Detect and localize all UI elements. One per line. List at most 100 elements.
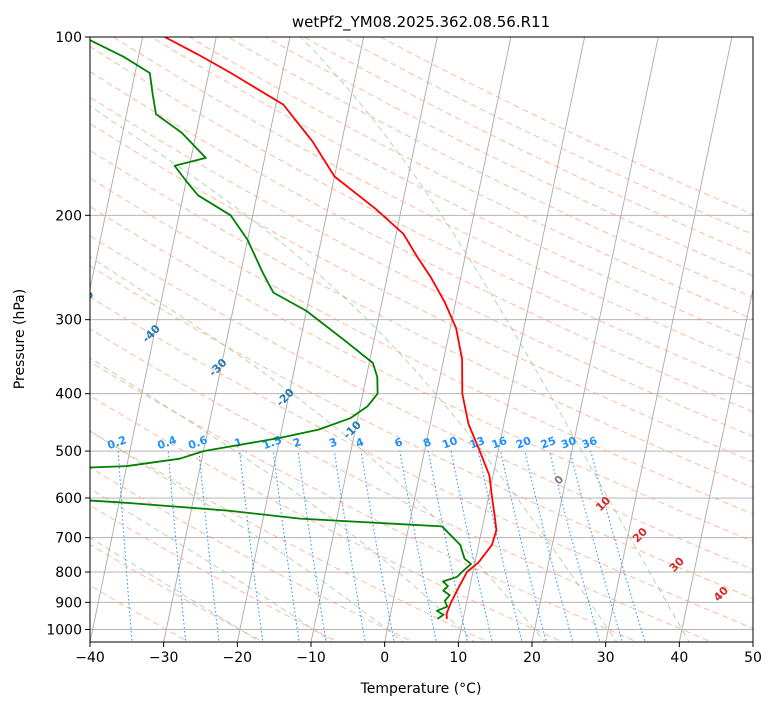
- mixing-ratio-line: [524, 450, 574, 642]
- isotherm-line: [752, 639, 753, 642]
- y-axis: 100 200 300 400 500 600 700 800 900 1000: [46, 30, 90, 638]
- mixing-ratio-label: 1.5: [261, 433, 284, 452]
- x-axis-label: Temperature (°C): [360, 681, 482, 697]
- mixing-ratio-line: [569, 450, 623, 642]
- dewpoint-profile: [90, 499, 472, 620]
- isotherm-label: -20: [274, 386, 297, 409]
- mixing-ratio-line: [297, 451, 327, 642]
- x-tick-label: 40: [670, 650, 688, 666]
- y-tick-label: 600: [55, 491, 82, 507]
- isotherm-label: -50: [73, 288, 96, 311]
- isotherm-line: [236, 37, 365, 642]
- dry-adiabat-label: 20: [630, 525, 650, 545]
- y-tick-label: 300: [55, 313, 82, 329]
- moist-adiabat-line: [90, 430, 404, 642]
- x-tick-label: 20: [523, 650, 541, 666]
- mixing-ratio-line: [117, 451, 133, 642]
- moist-adiabat-line: [300, 37, 690, 642]
- dry-adiabat-line: [90, 71, 753, 413]
- x-tick-label: 50: [744, 650, 762, 666]
- x-tick-label: −10: [296, 650, 326, 666]
- mixing-ratio-label: 0.6: [186, 433, 209, 452]
- mixing-ratio-label: 1: [233, 435, 245, 450]
- isotherm-line: [90, 37, 217, 642]
- profile-series: [90, 37, 498, 620]
- y-tick-label: 800: [55, 565, 82, 581]
- y-tick-label: 1000: [46, 622, 82, 638]
- dry-adiabat-line: [90, 265, 753, 600]
- dry-adiabat-line: [90, 430, 489, 642]
- dry-adiabat-line: [90, 467, 414, 642]
- mixing-ratio-label: 36: [580, 434, 599, 452]
- dry-adiabat-line: [90, 395, 564, 642]
- mixing-ratio-label: 4: [354, 435, 366, 450]
- dry-adiabat-line: [226, 37, 753, 298]
- mixing-ratio-label: 3: [327, 435, 339, 450]
- dry-adiabat-line: [265, 37, 753, 277]
- moist-adiabat-line: [90, 105, 618, 642]
- mixing-ratio-line: [360, 451, 395, 642]
- mixing-ratio-line: [450, 451, 493, 642]
- mixing-ratio-label: 30: [559, 434, 578, 452]
- temperature-profile: [164, 37, 498, 619]
- x-tick-label: −40: [75, 650, 105, 666]
- mixing-ratio-label: 20: [514, 434, 533, 452]
- mixing-ratio-line: [427, 451, 469, 642]
- mixing-ratio-label: 0.4: [156, 433, 179, 452]
- isotherm-line: [531, 37, 659, 642]
- dry-adiabat-line: [90, 361, 639, 642]
- mixing-ratio-label: 2: [291, 435, 303, 450]
- x-tick-label: 10: [449, 650, 467, 666]
- mixing-ratio-label: 16: [490, 434, 509, 452]
- moist-adiabat-line: [90, 256, 546, 642]
- mixing-ratio-label: 6: [393, 435, 405, 450]
- isotherm-line: [605, 37, 733, 642]
- background-line-labels: 0.10.20.40.611.52346810131620253036-100-…: [9, 242, 731, 605]
- mixing-ratio-line: [333, 451, 366, 642]
- isotherm-label: -60: [9, 242, 32, 265]
- x-tick-label: −20: [223, 650, 253, 666]
- mixing-ratio-line: [477, 450, 523, 642]
- isotherm-line: [90, 37, 144, 292]
- isotherm-line: [0, 24, 72, 645]
- dry-adiabat-line: [90, 296, 753, 629]
- dry-adiabat-line: [90, 235, 753, 571]
- dry-adiabat-line: [90, 504, 340, 642]
- background-lines: [0, 24, 753, 645]
- mixing-ratio-line: [590, 450, 646, 642]
- dry-adiabat-label: 10: [593, 494, 613, 514]
- y-tick-label: 200: [55, 208, 82, 224]
- y-tick-label: 400: [55, 387, 82, 403]
- dry-adiabat-line: [90, 177, 753, 515]
- y-tick-label: 700: [55, 531, 82, 547]
- moist-adiabat-line: [90, 487, 333, 642]
- dry-adiabat-line: [188, 37, 753, 320]
- x-axis: −40 −30 −20 −10 0 10 20 30 40 50: [75, 642, 762, 666]
- isotherm-line: [384, 37, 512, 642]
- plot-frame: [89, 36, 754, 643]
- dry-adiabat-line: [90, 328, 713, 642]
- x-tick-label: −30: [149, 650, 179, 666]
- isotherm-label: -30: [206, 356, 229, 379]
- dry-adiabat-line: [90, 205, 753, 542]
- mixing-ratio-label: 25: [539, 434, 558, 451]
- dewpoint-profile: [90, 39, 379, 469]
- y-axis-label: Pressure (hPa): [12, 289, 28, 389]
- y-tick-label: 500: [55, 444, 82, 460]
- dry-adiabat-line: [90, 149, 753, 489]
- dry-adiabat-line: [90, 46, 753, 389]
- mixing-ratio-label: 0.2: [106, 433, 129, 452]
- dry-adiabat-line: [90, 122, 753, 463]
- dry-adiabat-line: [112, 37, 753, 365]
- mixing-ratio-line: [549, 450, 601, 642]
- dry-adiabat-line: [303, 37, 753, 256]
- isotherm-line: [163, 37, 291, 642]
- mixing-ratio-label: 10: [440, 434, 459, 452]
- chart-title: wetPf2_YM08.2025.362.08.56.R11: [292, 13, 550, 32]
- dry-adiabat-label: 40: [711, 584, 731, 604]
- isotherm-line: [678, 286, 753, 642]
- y-tick-label: 100: [55, 30, 82, 46]
- moist-adiabat-line: [90, 357, 475, 642]
- isotherm-label: -40: [140, 322, 163, 345]
- moist-adiabat-line: [90, 537, 262, 642]
